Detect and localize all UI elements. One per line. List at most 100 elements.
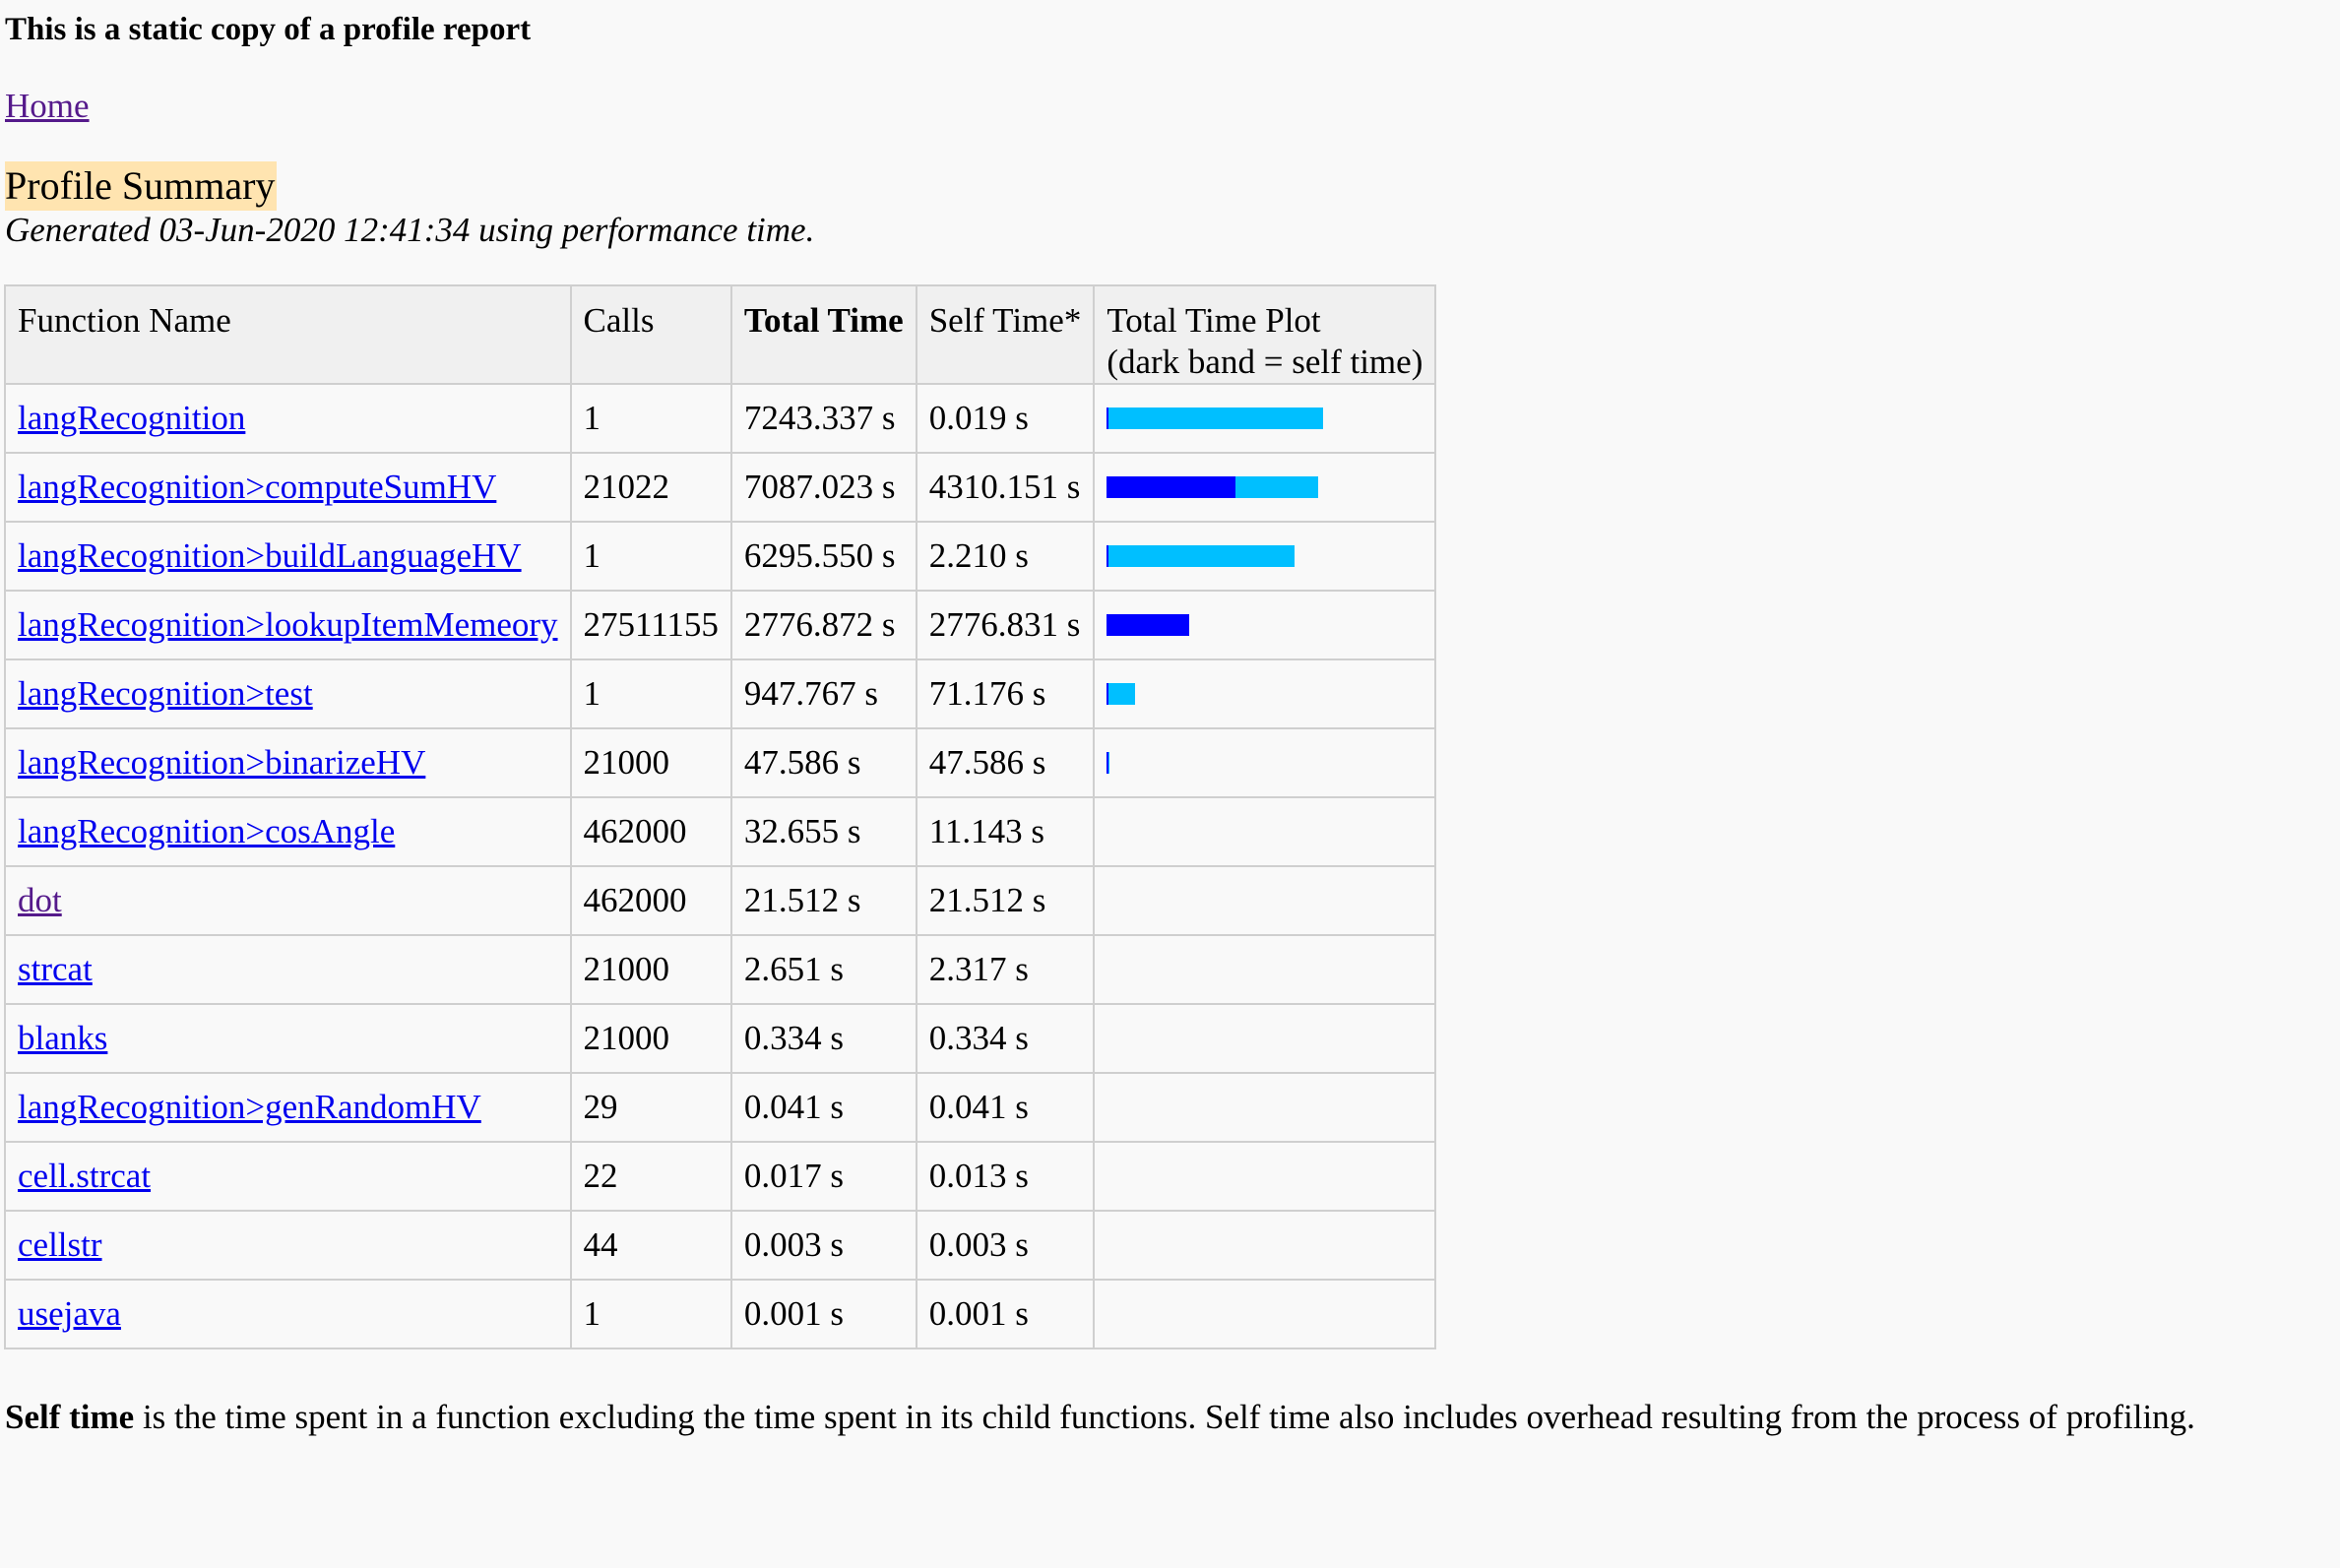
cell-self-time: 11.143 s: [915, 796, 1096, 867]
function-link[interactable]: usejava: [18, 1294, 121, 1333]
table-row: langRecognition>lookupItemMemeory 2751115…: [4, 590, 1437, 660]
cell-function-name: cell.strcat: [4, 1141, 572, 1212]
cell-total-time: 7087.023 s: [729, 452, 917, 523]
cell-calls: 21000: [569, 934, 732, 1005]
function-link[interactable]: cell.strcat: [18, 1157, 152, 1195]
cell-total-time: 0.334 s: [729, 1003, 917, 1074]
function-link[interactable]: langRecognition>computeSumHV: [18, 468, 497, 506]
static-copy-notice: This is a static copy of a profile repor…: [5, 12, 532, 47]
total-time-band: [1107, 683, 1136, 705]
header-row: Function Name Calls Total Time Self Time…: [4, 284, 1437, 385]
table-header: Function Name Calls Total Time Self Time…: [4, 284, 1437, 385]
function-link[interactable]: cellstr: [18, 1225, 102, 1264]
function-link[interactable]: langRecognition>buildLanguageHV: [18, 536, 522, 575]
cell-total-time-plot: [1093, 659, 1437, 729]
cell-calls: 22: [569, 1141, 732, 1212]
time-plot-bar: [1107, 408, 1422, 429]
function-link[interactable]: langRecognition: [18, 399, 246, 437]
cell-self-time: 0.334 s: [915, 1003, 1096, 1074]
table-row: strcat 21000 2.651 s 2.317 s: [4, 934, 1437, 1005]
header-plot-sublabel: (dark band = self time): [1107, 343, 1423, 381]
cell-total-time-plot: [1093, 383, 1437, 454]
cell-function-name: dot: [4, 865, 572, 936]
table-row: langRecognition>cosAngle 462000 32.655 s 11…: [4, 796, 1437, 867]
table-row: cell.strcat 22 0.017 s 0.013 s: [4, 1141, 1437, 1212]
function-link[interactable]: langRecognition>genRandomHV: [18, 1088, 481, 1126]
cell-calls: 1: [569, 1279, 732, 1349]
function-link[interactable]: langRecognition>cosAngle: [18, 812, 396, 850]
table-row: langRecognition>buildLanguageHV 1 6295.550…: [4, 521, 1437, 592]
self-time-band: [1107, 752, 1109, 774]
cell-self-time: 0.001 s: [915, 1279, 1096, 1349]
function-link[interactable]: langRecognition>lookupItemMemeory: [18, 605, 558, 644]
self-time-band: [1107, 545, 1109, 567]
cell-self-time: 0.041 s: [915, 1072, 1096, 1143]
header-total-time-plot: Total Time Plot (dark band = self time): [1093, 284, 1437, 385]
home-link[interactable]: Home: [5, 87, 90, 125]
cell-total-time-plot: [1093, 1003, 1437, 1074]
header-self-time-label: Self Time*: [928, 301, 1082, 340]
generated-timestamp: Generated 03-Jun-2020 12:41:34 using per…: [5, 211, 815, 249]
cell-function-name: langRecognition>genRandomHV: [4, 1072, 572, 1143]
cell-calls: 27511155: [569, 590, 732, 660]
cell-total-time: 947.767 s: [729, 659, 917, 729]
self-time-band: [1107, 476, 1236, 498]
cell-total-time: 0.017 s: [729, 1141, 917, 1212]
cell-total-time-plot: [1093, 934, 1437, 1005]
cell-calls: 44: [569, 1210, 732, 1281]
function-link[interactable]: strcat: [18, 950, 93, 988]
cell-function-name: langRecognition>computeSumHV: [4, 452, 572, 523]
page-title: Profile Summary: [5, 161, 278, 211]
cell-total-time-plot: [1093, 1279, 1437, 1349]
table-row: langRecognition>genRandomHV 29 0.041 s 0.04…: [4, 1072, 1437, 1143]
table-row: langRecognition>computeSumHV 21022 7087.02…: [4, 452, 1437, 523]
cell-function-name: langRecognition>lookupItemMemeory: [4, 590, 572, 660]
self-time-band: [1107, 614, 1190, 636]
table-row: dot 462000 21.512 s 21.512 s: [4, 865, 1437, 936]
cell-total-time-plot: [1093, 1141, 1437, 1212]
self-time-band: [1107, 408, 1109, 429]
cell-function-name: strcat: [4, 934, 572, 1005]
header-total-time-label: Total Time: [743, 301, 904, 340]
header-function-name-label: Function Name: [18, 301, 231, 340]
cell-self-time: 4310.151 s: [915, 452, 1096, 523]
cell-total-time: 6295.550 s: [729, 521, 917, 592]
cell-total-time-plot: [1093, 727, 1437, 798]
header-calls[interactable]: Calls: [569, 284, 732, 385]
table-row: usejava 1 0.001 s 0.001 s: [4, 1279, 1437, 1349]
table-row: blanks 21000 0.334 s 0.334 s: [4, 1003, 1437, 1074]
table-row: langRecognition 1 7243.337 s 0.019 s: [4, 383, 1437, 454]
cell-self-time: 0.003 s: [915, 1210, 1096, 1281]
function-link[interactable]: dot: [18, 881, 62, 919]
cell-function-name: langRecognition: [4, 383, 572, 454]
cell-function-name: langRecognition>test: [4, 659, 572, 729]
time-plot-bar: [1107, 545, 1422, 567]
cell-self-time: 0.019 s: [915, 383, 1096, 454]
cell-total-time-plot: [1093, 521, 1437, 592]
header-self-time[interactable]: Self Time*: [915, 284, 1096, 385]
header-function-name[interactable]: Function Name: [4, 284, 572, 385]
cell-total-time: 47.586 s: [729, 727, 917, 798]
cell-total-time-plot: [1093, 796, 1437, 867]
table-row: cellstr 44 0.003 s 0.003 s: [4, 1210, 1437, 1281]
function-link[interactable]: langRecognition>binarizeHV: [18, 743, 426, 782]
cell-total-time: 7243.337 s: [729, 383, 917, 454]
cell-calls: 21000: [569, 727, 732, 798]
cell-self-time: 2.210 s: [915, 521, 1096, 592]
footnote-term: Self time: [5, 1398, 135, 1436]
cell-calls: 21000: [569, 1003, 732, 1074]
function-link[interactable]: blanks: [18, 1019, 108, 1057]
cell-calls: 462000: [569, 796, 732, 867]
cell-self-time: 47.586 s: [915, 727, 1096, 798]
cell-self-time: 2776.831 s: [915, 590, 1096, 660]
cell-total-time: 21.512 s: [729, 865, 917, 936]
cell-self-time: 71.176 s: [915, 659, 1096, 729]
footnote-text: is the time spent in a function excludin…: [134, 1398, 2195, 1436]
function-link[interactable]: langRecognition>test: [18, 674, 313, 713]
cell-total-time: 0.041 s: [729, 1072, 917, 1143]
profile-summary-table: Function Name Calls Total Time Self Time…: [4, 284, 1437, 1349]
cell-total-time-plot: [1093, 452, 1437, 523]
header-total-time[interactable]: Total Time: [729, 284, 917, 385]
cell-function-name: langRecognition>buildLanguageHV: [4, 521, 572, 592]
